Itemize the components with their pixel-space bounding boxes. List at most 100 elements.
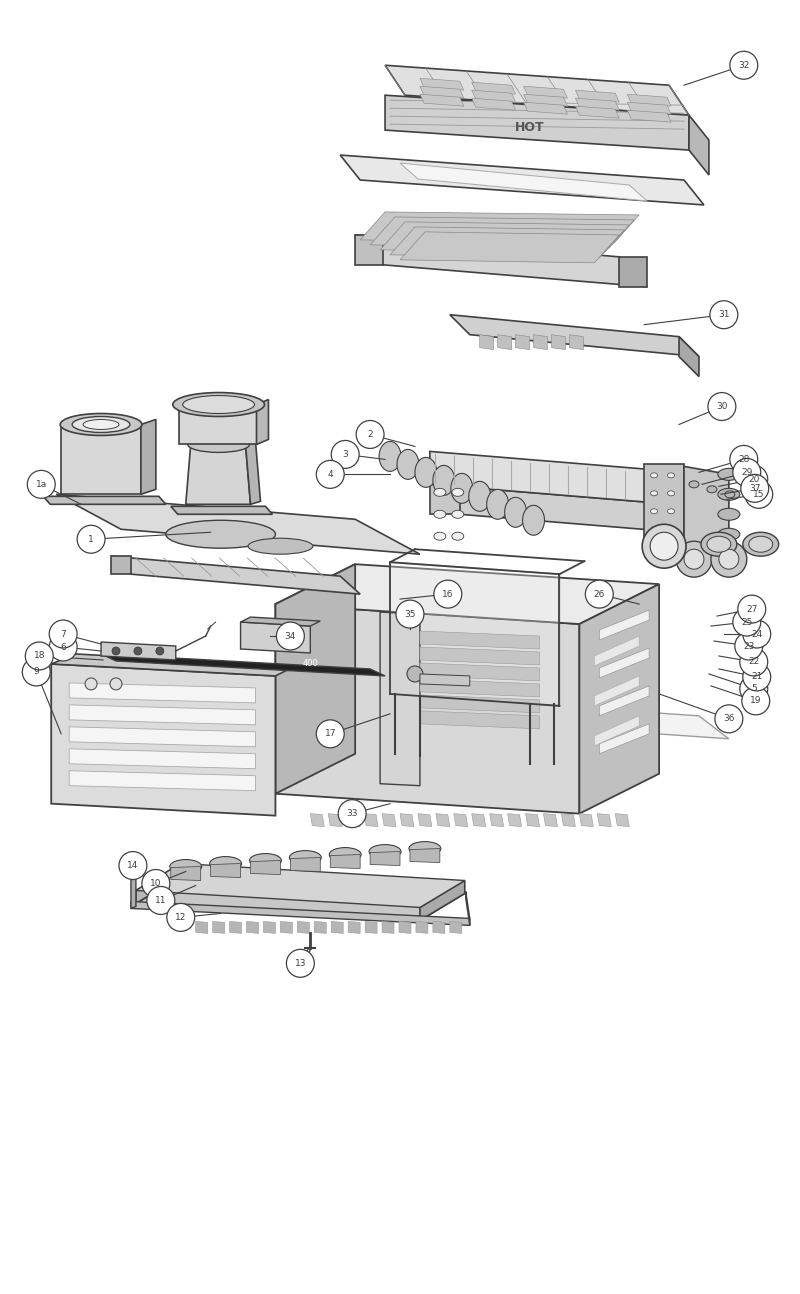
Text: 24: 24 (751, 629, 762, 638)
Polygon shape (420, 710, 539, 729)
Circle shape (730, 52, 758, 79)
Polygon shape (241, 622, 310, 653)
Ellipse shape (248, 538, 313, 554)
Text: HOT: HOT (514, 120, 544, 133)
Text: 1a: 1a (36, 480, 47, 489)
Circle shape (642, 524, 686, 568)
Text: 35: 35 (404, 609, 416, 619)
Polygon shape (390, 226, 624, 258)
Ellipse shape (667, 527, 674, 532)
Polygon shape (627, 102, 671, 114)
Circle shape (147, 886, 174, 915)
Circle shape (741, 475, 769, 502)
Circle shape (22, 657, 50, 686)
Text: 14: 14 (127, 861, 138, 870)
Circle shape (119, 851, 147, 880)
Ellipse shape (379, 441, 401, 471)
Polygon shape (543, 814, 558, 827)
Ellipse shape (397, 449, 419, 479)
Polygon shape (598, 814, 611, 827)
Polygon shape (69, 771, 255, 791)
Ellipse shape (469, 481, 490, 511)
Polygon shape (196, 921, 208, 933)
Ellipse shape (369, 845, 401, 858)
Ellipse shape (667, 490, 674, 496)
Polygon shape (472, 91, 515, 102)
Circle shape (733, 458, 761, 487)
Circle shape (740, 675, 768, 703)
Ellipse shape (707, 485, 717, 493)
Polygon shape (290, 858, 320, 872)
Polygon shape (355, 236, 647, 287)
Polygon shape (298, 921, 310, 933)
Polygon shape (246, 921, 258, 933)
Polygon shape (644, 465, 684, 540)
Polygon shape (430, 452, 649, 502)
Polygon shape (43, 497, 166, 505)
Polygon shape (575, 91, 619, 102)
Polygon shape (101, 642, 176, 660)
Ellipse shape (182, 396, 254, 414)
Text: 25: 25 (741, 617, 753, 626)
Text: 22: 22 (748, 657, 759, 666)
Polygon shape (380, 221, 630, 252)
Polygon shape (420, 631, 539, 650)
Polygon shape (131, 902, 470, 925)
Circle shape (745, 480, 773, 509)
Polygon shape (275, 564, 659, 624)
Polygon shape (370, 217, 634, 248)
Polygon shape (534, 335, 547, 349)
Circle shape (77, 525, 105, 554)
Circle shape (277, 622, 304, 650)
Circle shape (316, 719, 344, 748)
Ellipse shape (689, 481, 699, 488)
Polygon shape (281, 921, 292, 933)
Ellipse shape (330, 848, 361, 862)
Ellipse shape (725, 490, 735, 498)
Text: 28: 28 (738, 455, 750, 465)
Text: 27: 27 (746, 604, 758, 613)
Polygon shape (131, 876, 136, 908)
Circle shape (85, 678, 97, 690)
Polygon shape (275, 564, 355, 793)
Text: 16: 16 (442, 590, 454, 599)
Polygon shape (69, 705, 255, 725)
Polygon shape (136, 876, 465, 920)
Polygon shape (420, 663, 539, 681)
Polygon shape (570, 335, 583, 349)
Text: 2: 2 (367, 430, 373, 439)
Circle shape (142, 870, 170, 898)
Polygon shape (684, 466, 729, 553)
Text: 30: 30 (716, 402, 728, 411)
Polygon shape (615, 814, 630, 827)
Polygon shape (430, 484, 679, 532)
Polygon shape (250, 861, 281, 875)
Polygon shape (170, 506, 273, 514)
Circle shape (743, 620, 770, 648)
Circle shape (26, 642, 54, 670)
Polygon shape (416, 921, 428, 933)
Polygon shape (385, 65, 689, 115)
Circle shape (407, 666, 423, 682)
Polygon shape (472, 814, 486, 827)
Polygon shape (472, 83, 515, 94)
Circle shape (156, 647, 164, 655)
Polygon shape (420, 674, 470, 686)
Circle shape (50, 633, 77, 661)
Ellipse shape (409, 841, 441, 855)
Polygon shape (400, 163, 647, 201)
Text: 37: 37 (749, 484, 761, 493)
Polygon shape (472, 98, 515, 110)
Polygon shape (385, 96, 689, 150)
Polygon shape (213, 921, 225, 933)
Circle shape (134, 647, 142, 655)
Polygon shape (186, 444, 250, 505)
Polygon shape (380, 694, 729, 739)
Polygon shape (575, 98, 619, 110)
Polygon shape (594, 716, 639, 745)
Circle shape (708, 392, 736, 421)
Text: 19: 19 (750, 696, 762, 705)
Polygon shape (490, 814, 504, 827)
Polygon shape (433, 921, 445, 933)
Text: 20: 20 (748, 475, 759, 484)
